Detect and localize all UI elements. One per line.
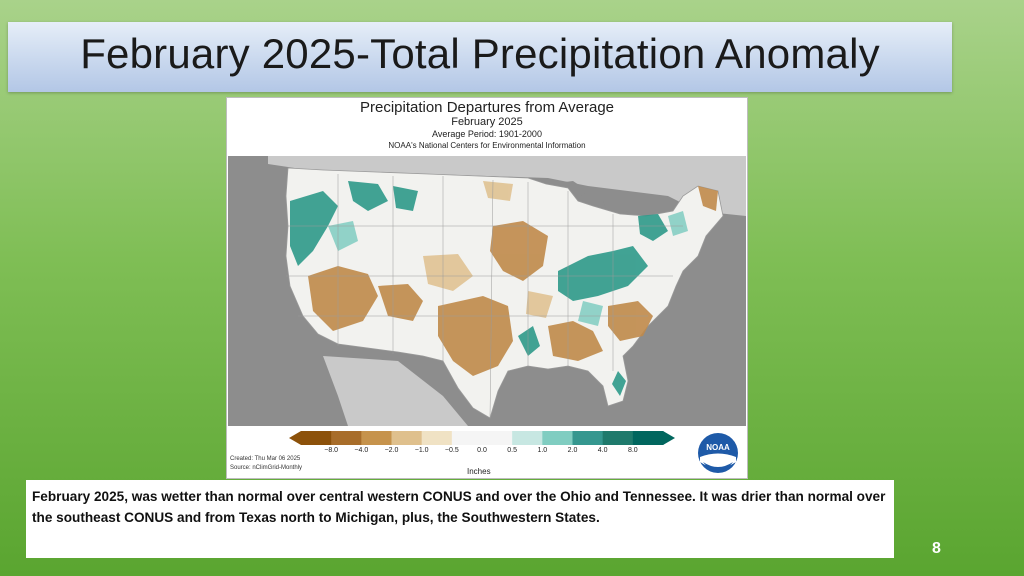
wet-anomaly-regions [290,181,668,396]
mexico-landmass [323,356,468,426]
legend-ticks: −8.0 −4.0 −2.0 −1.0 −0.5 0.0 0.5 1.0 2.0 4.0 8.0 [289,447,675,459]
legend-swatch [602,431,634,445]
conus-map-svg [268,156,746,426]
legend-tick-label: −4.0 [354,447,369,454]
legend-swatch [632,431,664,445]
legend-swatches [301,431,664,445]
data-source: Source: nClimGrid-Monthly [230,465,303,471]
legend-swatch [331,431,362,445]
legend-tick-label: 2.0 [567,447,578,454]
legend-unit: Inches [467,467,491,476]
legend-swatch [391,431,423,445]
noaa-logo-icon: NOAA [698,433,738,473]
canada-landmass [268,156,746,216]
svg-text:NOAA: NOAA [706,443,730,452]
legend-swatch [542,431,573,445]
legend-right-arrow [663,431,675,445]
map-period: February 2025 [451,116,523,128]
legend-tick-label: −2.0 [384,447,399,454]
legend-tick-label: 8.0 [627,447,638,454]
legend-colorbar [289,431,675,445]
page-number: 8 [932,540,941,557]
conus-land [285,167,724,419]
legend-tick-label: 4.0 [597,447,608,454]
legend-left-arrow [289,431,301,445]
legend-swatch [572,431,604,445]
map-agency: NOAA's National Centers for Environmenta… [388,141,586,150]
map-average-period: Average Period: 1901-2000 [432,129,542,139]
legend-swatch [301,431,332,445]
legend-swatch [482,431,513,445]
caption-text: February 2025, was wetter than normal ov… [32,489,886,525]
light-dry-regions [423,181,553,318]
precipitation-map-panel: Precipitation Departures from Average Fe… [226,97,748,479]
legend-tick-label: −8.0 [324,447,339,454]
legend-swatch [421,431,453,445]
conus-map [228,156,746,426]
caption-box: February 2025, was wetter than normal ov… [26,480,894,558]
legend-swatch [361,431,392,445]
state-borders [286,174,683,419]
legend-tick-label: −0.5 [444,447,459,454]
legend-swatch [451,431,483,445]
legend-tick-label: 0.0 [477,447,487,454]
map-title: Precipitation Departures from Average [359,99,615,116]
legend-tick-label: 0.5 [507,447,518,454]
title-bar: February 2025-Total Precipitation Anomal… [8,22,952,92]
legend-swatch [512,431,543,445]
created-date: Created: Thu Mar 06 2025 [230,456,301,462]
legend-tick-label: 1.0 [537,447,548,454]
slide-title: February 2025-Total Precipitation Anomal… [80,30,880,77]
light-wet-regions [328,211,688,326]
legend-tick-label: −1.0 [414,447,429,454]
